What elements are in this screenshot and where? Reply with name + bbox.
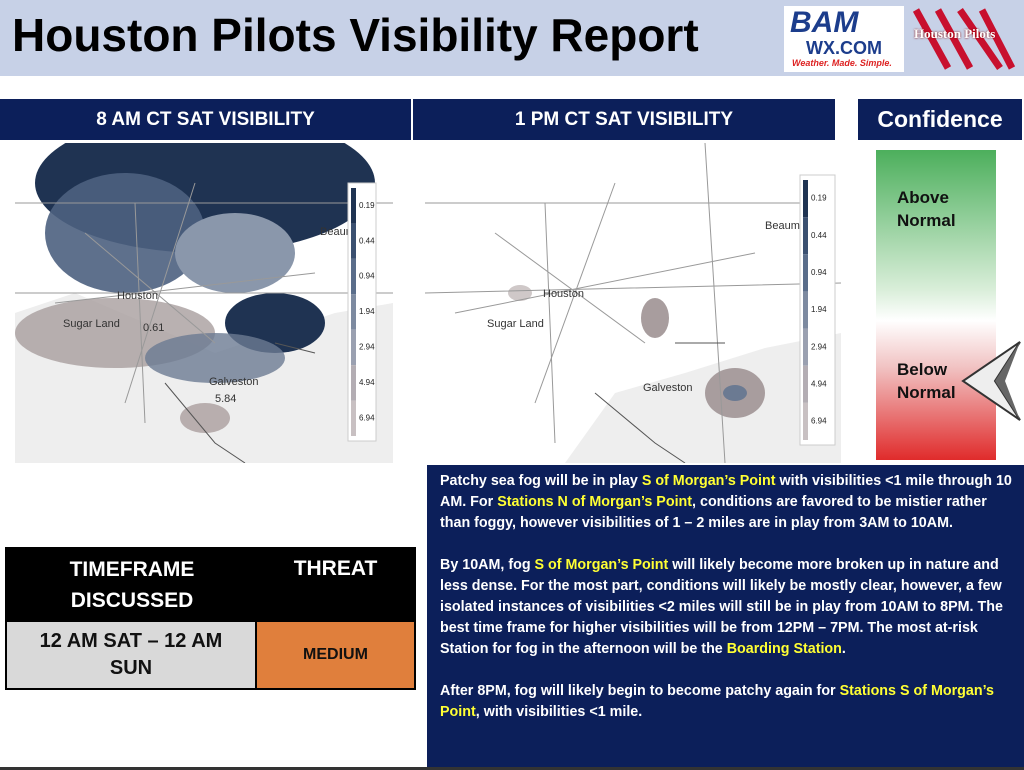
legend-swatch bbox=[803, 402, 808, 440]
legend-label: 0.94 bbox=[359, 272, 375, 281]
logo-tagline: Weather. Made. Simple. bbox=[792, 58, 892, 68]
map-label: Houston bbox=[543, 288, 584, 300]
legend-swatch bbox=[351, 223, 356, 259]
legend-swatch bbox=[803, 180, 808, 218]
legend-label: 0.19 bbox=[811, 194, 827, 203]
paragraph: Patchy sea fog will be in play S of Morg… bbox=[440, 471, 1012, 534]
confidence-below: Below Normal bbox=[897, 360, 956, 402]
legend-label: 4.94 bbox=[359, 378, 375, 387]
legend-swatch bbox=[351, 188, 356, 224]
legend-swatch bbox=[351, 365, 356, 401]
legend-swatch bbox=[803, 291, 808, 329]
discussion-box: Patchy sea fog will be in play S of Morg… bbox=[427, 465, 1024, 767]
legend-label: 0.44 bbox=[359, 236, 375, 245]
title: Houston Pilots Visibility Report bbox=[12, 9, 699, 61]
confidence-above: Above Normal bbox=[897, 188, 956, 230]
legend-label: 0.94 bbox=[811, 268, 827, 277]
legend-swatch bbox=[803, 217, 808, 255]
confidence-title: Confidence bbox=[858, 99, 1022, 140]
table-cell: MEDIUM bbox=[257, 620, 414, 688]
legend-label: 6.94 bbox=[811, 417, 827, 426]
paragraph: After 8PM, fog will likely begin to beco… bbox=[440, 681, 1012, 723]
table-header: THREAT bbox=[257, 549, 414, 620]
text: , conditions are favored to be mistier r… bbox=[440, 494, 987, 531]
text: After 8PM, fog will likely begin to beco… bbox=[440, 683, 840, 699]
highlight-text: Stations N of Morgan’s Point bbox=[497, 494, 693, 510]
logo-pilots: Houston Pilots bbox=[914, 26, 996, 41]
legend: 0.19 0.44 0.94 1.94 2.94 4.94 6.94 bbox=[799, 174, 836, 446]
text: , with visibilities <1 mile. bbox=[475, 704, 643, 720]
map-label: Sugar Land bbox=[63, 318, 120, 330]
text: will likely become more broken up in nat… bbox=[440, 557, 1003, 657]
legend-swatch bbox=[351, 329, 356, 366]
legend-swatch bbox=[351, 294, 356, 330]
confidence-arrow bbox=[961, 341, 1021, 421]
text: Patchy sea fog will be in play bbox=[440, 473, 642, 489]
legend-swatch bbox=[803, 365, 808, 403]
panel-title: 1 PM CT SAT VISIBILITY bbox=[413, 99, 835, 140]
text: By 10AM, fog bbox=[440, 557, 535, 573]
threat-table: TIMEFRAME DISCUSSED THREAT 12 AM SAT – 1… bbox=[5, 547, 416, 690]
text: with visibilities <1 mile through 10 AM.… bbox=[440, 473, 1012, 510]
legend-swatch bbox=[351, 258, 356, 295]
map-label: Beaum bbox=[320, 226, 355, 238]
map-label: Galveston bbox=[643, 382, 693, 394]
legend-label: 1.94 bbox=[811, 305, 827, 314]
table-header: TIMEFRAME DISCUSSED bbox=[7, 549, 257, 620]
map-label: Beaum bbox=[765, 220, 800, 232]
legend-label: 0.19 bbox=[359, 201, 375, 210]
map-label: Houston bbox=[117, 290, 158, 302]
paragraph: By 10AM, fog S of Morgan’s Point will li… bbox=[440, 555, 1012, 660]
text: . bbox=[841, 641, 846, 657]
panel-title: 8 AM CT SAT VISIBILITY bbox=[0, 99, 411, 140]
legend-label: 2.94 bbox=[359, 343, 375, 352]
legend-label: 1.94 bbox=[359, 307, 375, 316]
highlight-text: S of Morgan’s Point bbox=[534, 557, 669, 573]
legend-label: 2.94 bbox=[811, 342, 827, 351]
logo-bam: BAM bbox=[790, 6, 859, 39]
confidence-gradient bbox=[876, 150, 996, 460]
legend-label: 6.94 bbox=[359, 413, 375, 422]
legend-swatch bbox=[803, 328, 808, 366]
logo-wx: WX.COM bbox=[806, 38, 882, 58]
pilots-mark bbox=[912, 8, 1016, 70]
map: Beaum Houston Sugar Land Galveston 0.190… bbox=[425, 143, 841, 463]
highlight-text: Stations S of Morgan’s Point bbox=[440, 683, 994, 720]
map: Beaum Houston Sugar Land 0.61 Galveston … bbox=[15, 143, 393, 463]
legend-swatch bbox=[351, 400, 356, 436]
legend: 0.19 0.44 0.94 1.94 2.94 4.94 6.94 bbox=[347, 182, 377, 442]
legend-label: 0.44 bbox=[811, 231, 827, 240]
map-label: 5.84 bbox=[215, 393, 236, 405]
footer-line bbox=[0, 767, 1024, 770]
bam-logo: BAM WX.COM Weather. Made. Simple. bbox=[784, 6, 904, 72]
legend-label: 4.94 bbox=[811, 379, 827, 388]
map-label: 0.61 bbox=[143, 322, 164, 334]
highlight-text: S of Morgan’s Point bbox=[641, 473, 776, 489]
pilots-logo: Houston Pilots bbox=[908, 2, 1020, 74]
legend-swatch bbox=[803, 254, 808, 292]
map-label: Sugar Land bbox=[487, 318, 544, 330]
map-label: Galveston bbox=[209, 376, 259, 388]
table-cell: 12 AM SAT – 12 AM SUN bbox=[7, 620, 257, 688]
highlight-text: Boarding Station bbox=[726, 641, 842, 657]
